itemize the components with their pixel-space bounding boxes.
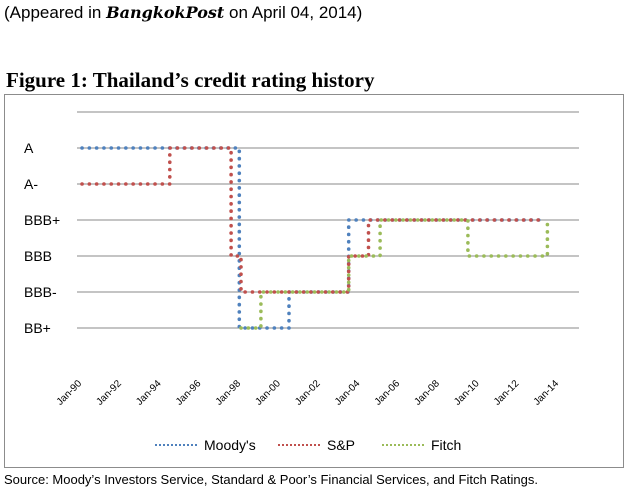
y-axis-labels: BB+ BBB- BBB BBB+ A- A bbox=[24, 140, 60, 336]
y-tick-label: BBB bbox=[24, 248, 52, 264]
x-tick-label: Jan-90 bbox=[55, 378, 85, 408]
x-tick-label: Jan-96 bbox=[174, 378, 204, 408]
x-tick-label: Jan-92 bbox=[94, 378, 124, 408]
legend-label: S&P bbox=[327, 437, 355, 453]
x-tick-label: Jan-14 bbox=[532, 378, 562, 408]
publication-note-prefix: (Appeared in bbox=[4, 3, 107, 22]
series-line-s-p bbox=[80, 146, 541, 294]
x-tick-label: Jan-12 bbox=[492, 378, 522, 408]
legend-label: Moody's bbox=[204, 437, 256, 453]
x-tick-label: Jan-08 bbox=[412, 378, 442, 408]
series-line-moody-s bbox=[80, 146, 541, 330]
newspaper-name: BangkokPost bbox=[106, 3, 225, 22]
series-line-fitch bbox=[239, 218, 550, 330]
publication-note: (Appeared in BangkokPost on April 04, 20… bbox=[4, 3, 362, 23]
source-note: Source: Moody’s Investors Service, Stand… bbox=[4, 472, 538, 487]
x-tick-label: Jan-94 bbox=[134, 378, 164, 408]
y-tick-label: BBB- bbox=[24, 284, 57, 300]
chart-frame: BB+ BBB- BBB BBB+ A- A Jan-90 Jan-92 Jan-94 Jan-… bbox=[4, 94, 624, 468]
x-tick-label: Jan-04 bbox=[333, 378, 363, 408]
y-tick-label: A bbox=[24, 140, 34, 156]
legend: Moody's S&P Fitch bbox=[155, 437, 461, 453]
y-tick-label: BB+ bbox=[24, 320, 51, 336]
x-tick-label: Jan-10 bbox=[452, 378, 482, 408]
y-tick-label: BBB+ bbox=[24, 212, 60, 228]
publication-note-suffix: on April 04, 2014) bbox=[224, 3, 363, 22]
y-tick-label: A- bbox=[24, 176, 38, 192]
figure-title: Figure 1: Thailand’s credit rating histo… bbox=[6, 68, 375, 92]
x-tick-label: Jan-06 bbox=[373, 378, 403, 408]
x-axis-labels: Jan-90 Jan-92 Jan-94 Jan-96 Jan-98 Jan-00 Jan-… bbox=[55, 378, 562, 408]
legend-label: Fitch bbox=[431, 437, 461, 453]
x-tick-label: Jan-02 bbox=[293, 378, 323, 408]
x-tick-label: Jan-00 bbox=[253, 378, 283, 408]
x-tick-label: Jan-98 bbox=[214, 378, 244, 408]
series-lines bbox=[80, 146, 550, 330]
